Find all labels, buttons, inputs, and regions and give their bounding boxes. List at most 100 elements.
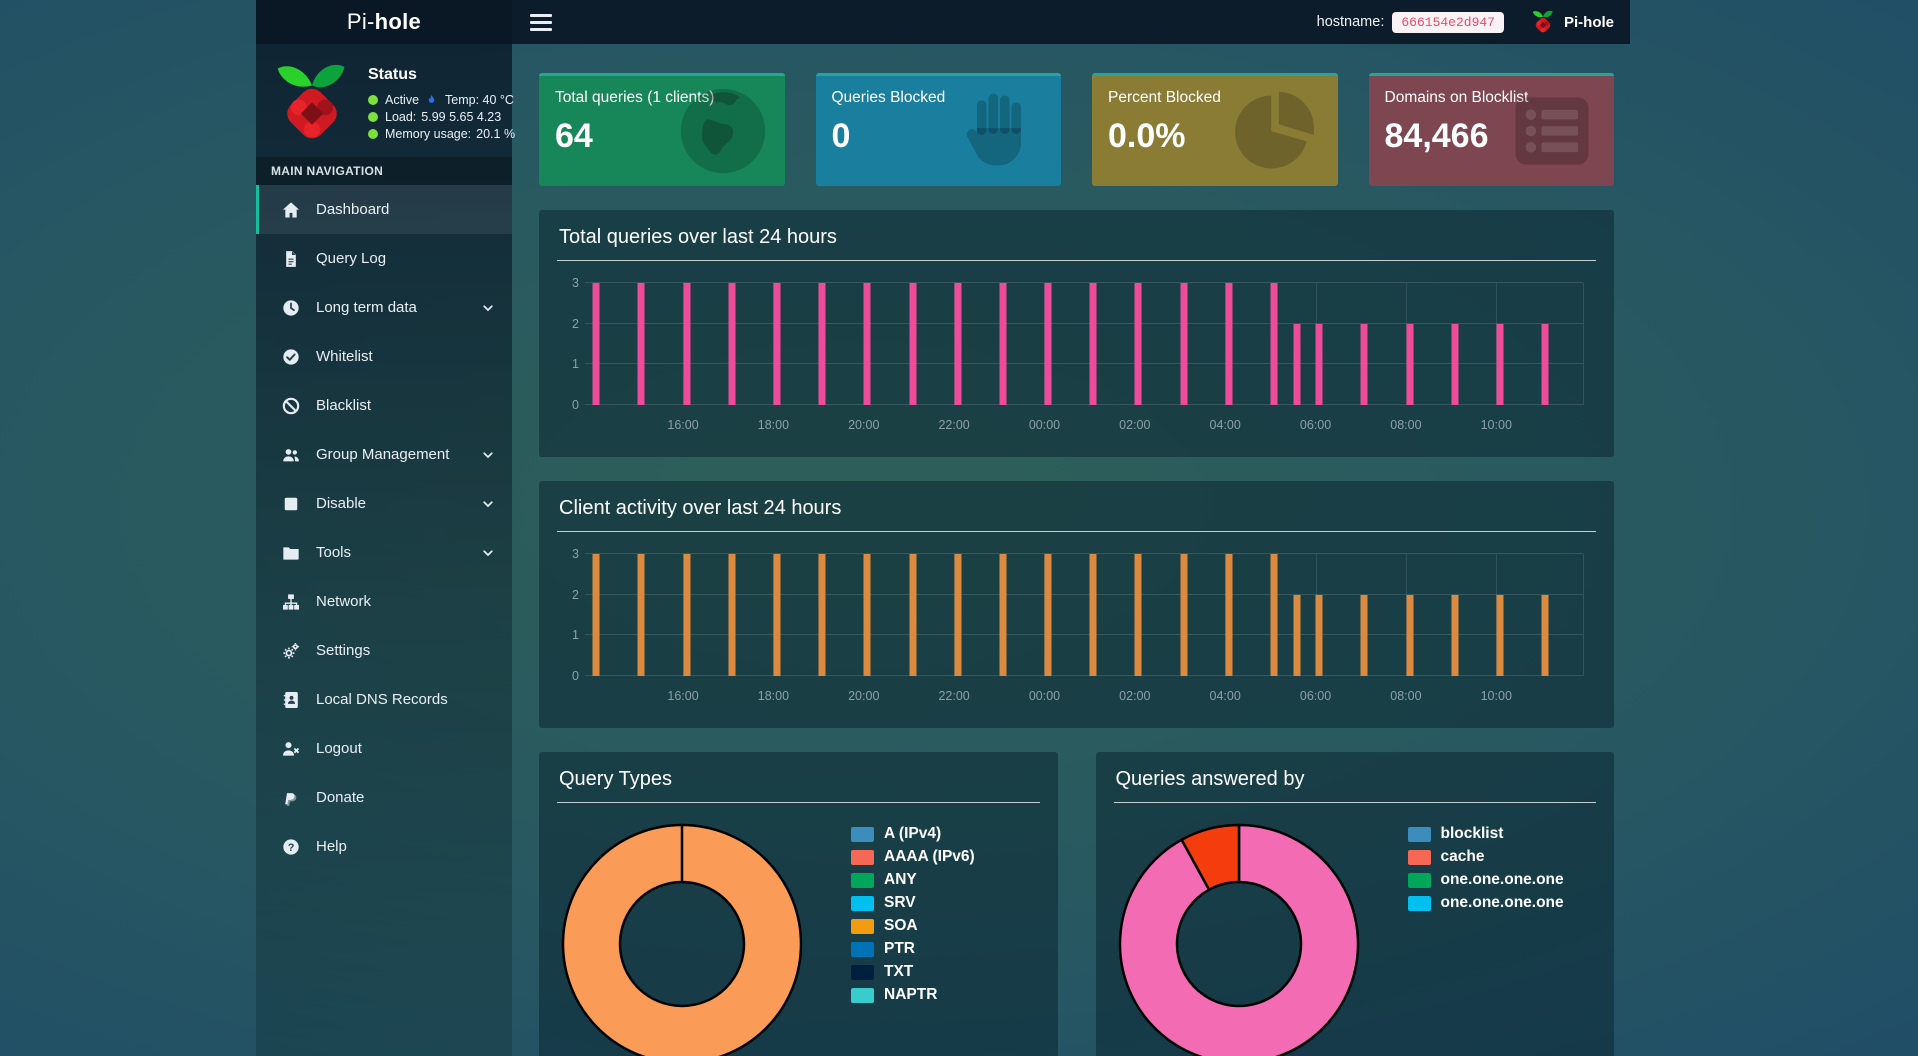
chart-bar[interactable] xyxy=(1541,323,1549,405)
legend-item-aaaa-ipv6[interactable]: AAAA (IPv6) xyxy=(851,848,975,866)
chart-bar[interactable] xyxy=(1406,594,1413,676)
chart-bar[interactable] xyxy=(1044,283,1052,405)
summary-card-percent-blocked: Percent Blocked 0.0% xyxy=(1092,73,1338,186)
sidebar-item-settings[interactable]: Settings xyxy=(256,626,512,675)
pihole-brand-link[interactable]: Pi-hole xyxy=(1563,13,1614,31)
chart-bar[interactable] xyxy=(1293,323,1301,405)
chart-bar[interactable] xyxy=(999,283,1007,405)
chart-bar[interactable] xyxy=(1044,554,1052,676)
chart-bar[interactable] xyxy=(1360,323,1368,405)
chart-bar[interactable] xyxy=(1451,594,1459,676)
chart-plot-area: 0 1 2 3 16:00 18:00 20:00 22:00 00:00 02:00 04:00 0… xyxy=(572,547,1584,703)
chevron-down-icon xyxy=(480,300,496,316)
sidebar-item-dashboard[interactable]: Dashboard xyxy=(256,185,512,234)
chart-bar[interactable] xyxy=(1541,594,1549,676)
legend-item-srv[interactable]: SRV xyxy=(851,894,975,912)
chart-bar[interactable] xyxy=(1089,283,1097,405)
legend-swatch xyxy=(1407,895,1431,911)
legend-item-one-one-one-one[interactable]: one.one.one.one xyxy=(1407,894,1564,912)
sidebar-item-group-management[interactable]: Group Management xyxy=(256,430,512,479)
chart-bar[interactable] xyxy=(1089,554,1097,676)
question-icon: ? xyxy=(281,837,301,857)
summary-card-domains-on-blocklist: Domains on Blocklist 84,466 xyxy=(1368,73,1614,186)
sidebar-item-disable[interactable]: Disable xyxy=(256,479,512,528)
sidebar-item-donate[interactable]: Donate xyxy=(256,773,512,822)
chart-bar[interactable] xyxy=(592,283,600,405)
legend-swatch xyxy=(851,941,874,957)
sidebar-item-label: Blacklist xyxy=(316,397,372,414)
chart-bar[interactable] xyxy=(1315,323,1323,405)
query-types-donut-chart[interactable] xyxy=(557,819,807,1056)
chart-bar[interactable] xyxy=(1293,594,1301,676)
legend-item-txt[interactable]: TXT xyxy=(851,963,975,981)
sidebar-item-blacklist[interactable]: Blacklist xyxy=(256,381,512,430)
total-queries-chart[interactable]: 0 1 2 3 16:00 18:00 20:00 22:00 00:00 02:00 04:00 0… xyxy=(557,276,1596,432)
sidebar-item-logout[interactable]: Logout xyxy=(256,724,512,773)
chart-bar[interactable] xyxy=(1134,554,1142,676)
client-activity-chart[interactable]: 0 1 2 3 16:00 18:00 20:00 22:00 00:00 02:00 04:00 0… xyxy=(557,547,1596,703)
chart-bar[interactable] xyxy=(954,554,962,676)
chart-bar[interactable] xyxy=(1360,594,1368,676)
sidebar-item-label: Query Log xyxy=(316,250,387,267)
chart-bar[interactable] xyxy=(637,554,645,676)
sidebar-item-label: Logout xyxy=(316,740,362,757)
chart-bar[interactable] xyxy=(909,554,917,676)
legend-item-blocklist[interactable]: blocklist xyxy=(1407,825,1564,843)
chart-bar[interactable] xyxy=(728,554,736,676)
chart-bar[interactable] xyxy=(1496,594,1504,676)
x-axis-tick-label: 00:00 xyxy=(1028,689,1061,703)
y-gridline xyxy=(585,593,1583,595)
sidebar: Status Active Temp: 40 °C Load: 5.99 5.65 4… xyxy=(256,44,515,1056)
legend-item-any[interactable]: ANY xyxy=(851,871,975,889)
chart-bar[interactable] xyxy=(683,283,691,405)
chart-bar[interactable] xyxy=(1180,554,1188,676)
chart-bar[interactable] xyxy=(1496,323,1504,405)
queries-answered-by-donut-chart[interactable] xyxy=(1114,819,1364,1056)
chart-bar[interactable] xyxy=(999,554,1007,676)
sidebar-item-whitelist[interactable]: Whitelist xyxy=(256,332,512,381)
chart-bar[interactable] xyxy=(1270,554,1278,676)
legend-item-naptr[interactable]: NAPTR xyxy=(851,986,975,1004)
chart-bar[interactable] xyxy=(1315,594,1323,676)
chart-bar[interactable] xyxy=(637,283,645,405)
chart-bar[interactable] xyxy=(1451,323,1459,405)
chart-bar[interactable] xyxy=(863,554,871,676)
chart-bar[interactable] xyxy=(683,554,691,676)
y-gridline xyxy=(585,675,1583,676)
chart-bar[interactable] xyxy=(1225,283,1233,405)
sidebar-item-local-dns-records[interactable]: Local DNS Records xyxy=(256,675,512,724)
chevron-down-icon xyxy=(480,496,496,512)
chart-bar[interactable] xyxy=(1180,283,1188,405)
y-gridline xyxy=(585,634,1583,636)
legend-item-one-one-one-one[interactable]: one.one.one.one xyxy=(1407,871,1564,889)
chart-bar[interactable] xyxy=(1134,283,1142,405)
legend-item-a-ipv4[interactable]: A (IPv4) xyxy=(851,825,975,843)
x-axis-tick-label: 18:00 xyxy=(757,418,790,432)
chart-bar[interactable] xyxy=(773,283,781,405)
chart-bar[interactable] xyxy=(863,283,871,405)
sidebar-item-tools[interactable]: Tools xyxy=(256,528,512,577)
chart-bar[interactable] xyxy=(954,283,962,405)
chart-bar[interactable] xyxy=(1225,554,1233,676)
sidebar-toggle-button[interactable] xyxy=(528,10,554,35)
sidebar-item-long-term-data[interactable]: Long term data xyxy=(256,283,512,332)
chart-bar[interactable] xyxy=(728,283,736,405)
legend-item-soa[interactable]: SOA xyxy=(851,917,975,935)
chart-bar[interactable] xyxy=(592,554,600,676)
chart-bar[interactable] xyxy=(1270,283,1278,405)
chart-bar[interactable] xyxy=(773,554,781,676)
sidebar-brand-link[interactable]: Pi-hole xyxy=(256,0,512,44)
legend-item-ptr[interactable]: PTR xyxy=(851,940,975,958)
chart-bar[interactable] xyxy=(818,554,826,676)
sidebar-item-query-log[interactable]: Query Log xyxy=(256,234,512,283)
chart-bar[interactable] xyxy=(909,283,917,405)
legend-item-cache[interactable]: cache xyxy=(1407,848,1564,866)
panel-total-queries: Total queries over last 24 hours 0 1 2 3 16:… xyxy=(539,210,1614,457)
top-navbar: Pi-hole hostname: 666154e2d947 Pi-hole xyxy=(256,0,1630,44)
sidebar-item-help[interactable]: ? Help xyxy=(256,822,512,871)
chart-bar[interactable] xyxy=(818,283,826,405)
status-row: Load: 5.99 5.65 4.23 xyxy=(368,110,515,124)
sidebar-item-network[interactable]: Network xyxy=(256,577,512,626)
chart-bar[interactable] xyxy=(1406,323,1413,405)
status-row-label: Load: xyxy=(385,110,417,124)
